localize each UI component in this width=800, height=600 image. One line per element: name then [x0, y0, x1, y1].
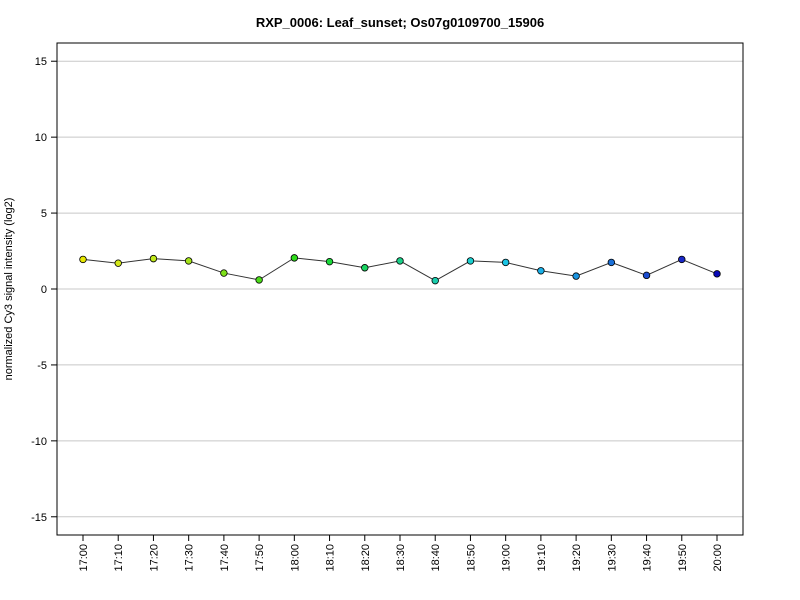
x-tick-label: 19:30: [606, 544, 618, 572]
x-tick-label: 17:40: [219, 544, 231, 572]
x-tick-label: 18:40: [430, 544, 442, 572]
x-tick-label: 17:00: [78, 544, 90, 572]
y-tick-label: 5: [41, 208, 47, 220]
y-tick-label: 15: [35, 56, 47, 68]
x-tick-label: 17:20: [148, 544, 160, 572]
x-tick-label: 17:10: [113, 544, 125, 572]
x-tick-label: 19:10: [536, 544, 548, 572]
data-point: [79, 255, 87, 264]
x-axis: 17:00 17:10 17:20 17:30 17:40 17:50 18:00 18:10…: [78, 535, 724, 572]
y-tick-label: -15: [31, 512, 47, 524]
data-point: [537, 267, 545, 275]
x-tick-label: 18:00: [289, 544, 301, 572]
data-point: [678, 255, 686, 264]
data-points: [79, 254, 721, 285]
data-point: [255, 276, 263, 284]
x-tick-label: 17:30: [184, 544, 196, 572]
x-tick-label: 18:30: [395, 544, 407, 572]
data-point: [325, 257, 334, 266]
data-point: [431, 276, 439, 285]
chart-title: RXP_0006: Leaf_sunset; Os07g0109700_1590…: [256, 15, 544, 30]
y-tick-label: 10: [35, 132, 47, 144]
data-point: [713, 270, 721, 278]
data-point: [184, 257, 193, 265]
x-tick-label: 18:10: [325, 544, 337, 572]
y-tick-label: -5: [37, 360, 47, 372]
x-tick-label: 20:00: [712, 544, 724, 572]
y-tick-label: 0: [41, 284, 47, 296]
x-tick-label: 18:20: [360, 544, 372, 572]
data-point: [361, 264, 369, 272]
data-point: [114, 259, 122, 267]
x-tick-label: 19:00: [501, 544, 513, 572]
data-point: [501, 258, 510, 267]
data-point: [290, 254, 299, 262]
data-point: [220, 269, 228, 277]
x-tick-label: 19:50: [677, 544, 689, 572]
data-point: [572, 272, 580, 280]
gridlines: [57, 60, 743, 518]
y-axis: 15 10 5 0 -5 -10 -15: [31, 56, 57, 524]
data-point: [149, 254, 158, 263]
x-tick-label: 17:50: [254, 544, 266, 572]
data-point: [607, 258, 616, 267]
data-point: [466, 257, 475, 265]
x-tick-label: 19:40: [642, 544, 654, 572]
y-tick-label: -10: [31, 436, 47, 448]
y-axis-label: normalized Cy3 signal intensity (log2): [3, 198, 15, 381]
x-tick-label: 19:20: [571, 544, 583, 572]
x-tick-label: 18:50: [465, 544, 477, 572]
data-point: [642, 271, 651, 280]
data-point: [396, 257, 404, 265]
